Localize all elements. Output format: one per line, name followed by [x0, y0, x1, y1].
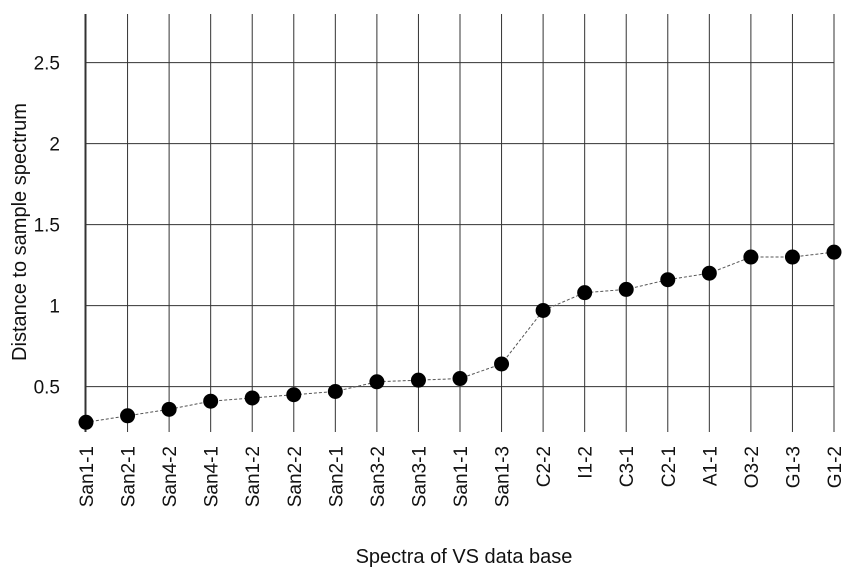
x-tick-label: C2-1: [659, 446, 680, 487]
data-point: [535, 302, 551, 318]
y-tick-label: 1: [49, 297, 60, 318]
data-point: [244, 390, 260, 406]
y-tick-label: 2.5: [34, 54, 60, 75]
x-tick-label: San2-1: [326, 446, 347, 507]
x-tick-label: San2-2: [285, 446, 306, 507]
x-tick-label: San3-2: [368, 446, 389, 507]
y-tick-label: 0.5: [34, 378, 60, 399]
data-point: [78, 414, 94, 430]
data-point: [410, 372, 426, 388]
data-point: [369, 374, 385, 390]
data-point: [701, 265, 717, 281]
data-point: [161, 401, 177, 417]
x-tick-label: San3-1: [409, 446, 430, 507]
data-point: [120, 408, 136, 424]
data-point: [286, 387, 302, 403]
x-tick-labels: San1-1 San2-1 San4-2 San4-1 San1-2 San2-2 San2…: [77, 446, 843, 507]
x-tick-label: San1-3: [493, 446, 514, 507]
data-point: [826, 244, 842, 260]
data-points: [78, 244, 842, 430]
data-point: [743, 249, 759, 265]
x-tick-label: San4-2: [160, 446, 181, 507]
x-tick-label: San1-1: [451, 446, 472, 507]
x-tick-label: C3-1: [617, 446, 638, 487]
x-tick-label: C2-2: [534, 446, 555, 487]
y-tick-label: 2: [49, 135, 60, 156]
x-tick-label: San1-1: [77, 446, 98, 507]
x-tick-label: I1-2: [576, 446, 597, 479]
x-tick-label: San1-2: [243, 446, 264, 507]
x-tick-label: A1-1: [700, 446, 721, 486]
x-tick-label: O3-2: [742, 446, 763, 488]
data-point: [327, 383, 343, 399]
x-tick-label: G1-3: [783, 446, 804, 488]
grid: [84, 14, 835, 432]
y-axis-label: Distance to sample spectrum: [9, 103, 31, 361]
x-tick-label: San2-1: [119, 446, 140, 507]
x-tick-label: San4-1: [202, 446, 223, 507]
x-tick-label: G1-2: [825, 446, 843, 488]
data-point: [203, 393, 219, 409]
x-axis-label: Spectra of VS data base: [356, 546, 573, 568]
data-point: [784, 249, 800, 265]
data-point: [618, 281, 634, 297]
y-tick-labels: 0.5 1 1.5 2 2.5: [34, 54, 60, 399]
data-point: [660, 272, 676, 288]
data-point: [452, 371, 468, 387]
data-point: [494, 356, 510, 372]
y-tick-label: 1.5: [34, 216, 60, 237]
data-point: [577, 285, 593, 301]
